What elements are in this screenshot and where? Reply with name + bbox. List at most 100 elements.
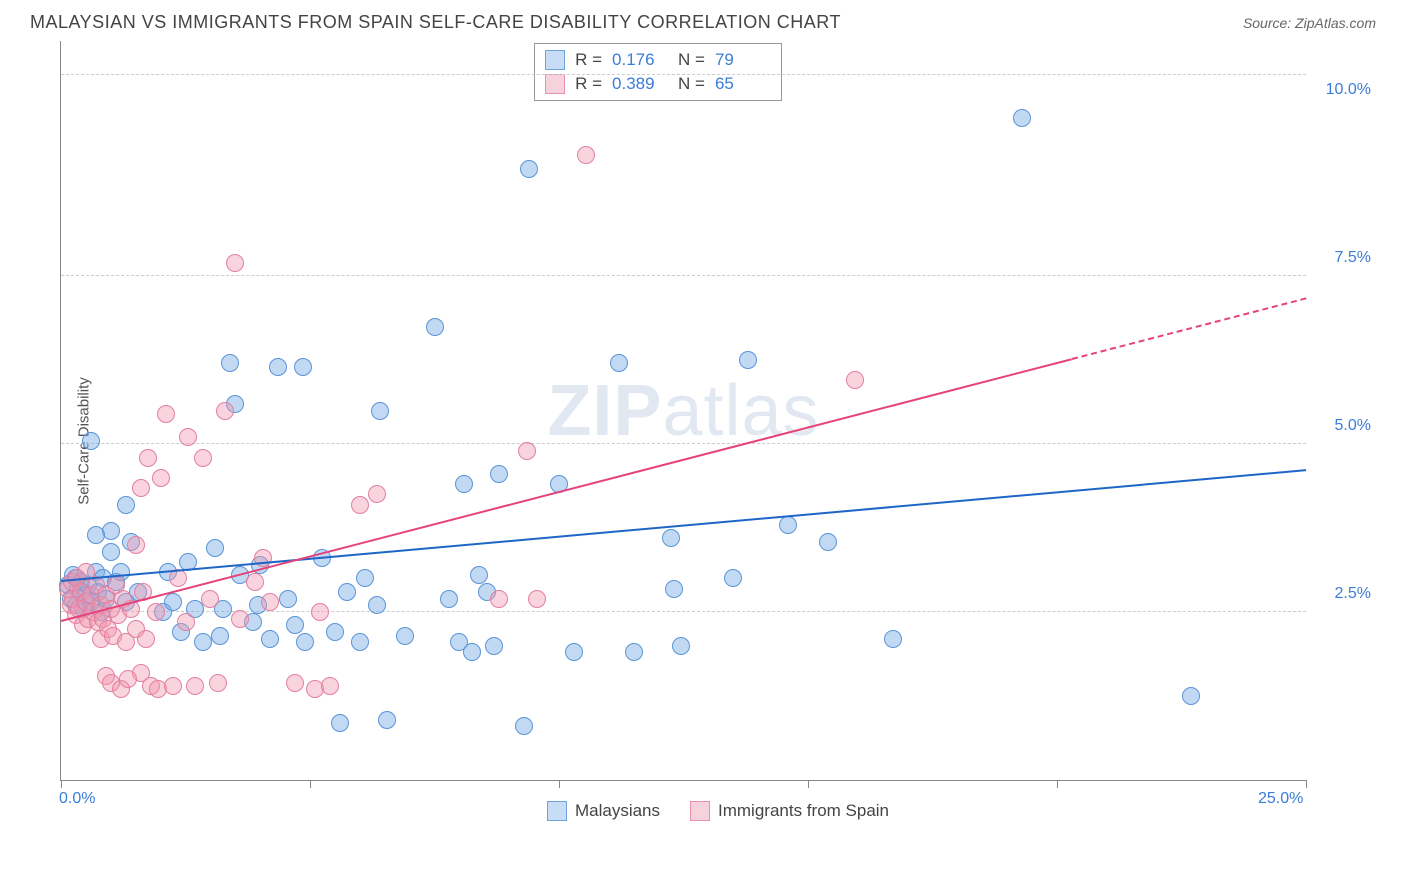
data-point-malaysians (470, 566, 488, 584)
data-point-malaysians (164, 593, 182, 611)
legend-bottom: Malaysians Immigrants from Spain (60, 801, 1376, 821)
swatch-malaysians (545, 50, 565, 70)
y-tick-label: 2.5% (1335, 585, 1371, 603)
trend-line (61, 469, 1306, 582)
x-tick (1057, 780, 1058, 788)
data-point-malaysians (520, 160, 538, 178)
data-point-malaysians (490, 465, 508, 483)
data-point-malaysians (819, 533, 837, 551)
stat-r-value: 0.176 (612, 50, 668, 70)
trend-line (1072, 298, 1307, 361)
data-point-spain (231, 610, 249, 628)
data-point-malaysians (279, 590, 297, 608)
gridline-h (61, 443, 1306, 444)
swatch-spain (690, 801, 710, 821)
chart-container: Self-Care Disability ZIPatlas R =0.176N … (60, 41, 1376, 841)
swatch-malaysians (547, 801, 567, 821)
data-point-malaysians (294, 358, 312, 376)
data-point-malaysians (565, 643, 583, 661)
data-point-malaysians (87, 526, 105, 544)
data-point-malaysians (331, 714, 349, 732)
data-point-spain (179, 428, 197, 446)
stat-n-label: N = (678, 50, 705, 70)
data-point-malaysians (351, 633, 369, 651)
data-point-malaysians (371, 402, 389, 420)
trend-line (61, 358, 1072, 622)
swatch-spain (545, 74, 565, 94)
legend-item-spain: Immigrants from Spain (690, 801, 889, 821)
data-point-spain (132, 479, 150, 497)
data-point-malaysians (724, 569, 742, 587)
data-point-malaysians (1182, 687, 1200, 705)
data-point-malaysians (368, 596, 386, 614)
data-point-malaysians (378, 711, 396, 729)
data-point-malaysians (261, 630, 279, 648)
data-point-malaysians (1013, 109, 1031, 127)
data-point-spain (311, 603, 329, 621)
data-point-malaysians (286, 616, 304, 634)
data-point-malaysians (739, 351, 757, 369)
x-tick (808, 780, 809, 788)
data-point-spain (127, 536, 145, 554)
legend-label: Malaysians (575, 801, 660, 821)
data-point-spain (139, 449, 157, 467)
data-point-malaysians (206, 539, 224, 557)
gridline-h (61, 611, 1306, 612)
data-point-malaysians (356, 569, 374, 587)
data-point-malaysians (515, 717, 533, 735)
stat-r-label: R = (575, 74, 602, 94)
data-point-malaysians (665, 580, 683, 598)
x-tick (559, 780, 560, 788)
gridline-h (61, 275, 1306, 276)
data-point-malaysians (426, 318, 444, 336)
watermark: ZIPatlas (547, 370, 819, 452)
data-point-spain (157, 405, 175, 423)
data-point-spain (209, 674, 227, 692)
data-point-spain (518, 442, 536, 460)
data-point-malaysians (455, 475, 473, 493)
y-tick-label: 10.0% (1326, 81, 1371, 99)
data-point-spain (368, 485, 386, 503)
x-tick (1306, 780, 1307, 788)
y-tick-label: 5.0% (1335, 417, 1371, 435)
data-point-malaysians (440, 590, 458, 608)
data-point-spain (351, 496, 369, 514)
data-point-spain (194, 449, 212, 467)
data-point-malaysians (779, 516, 797, 534)
stats-row-spain: R = 0.389 N = 65 (545, 72, 771, 96)
data-point-spain (119, 670, 137, 688)
data-point-spain (201, 590, 219, 608)
data-point-spain (137, 630, 155, 648)
data-point-spain (528, 590, 546, 608)
data-point-malaysians (82, 432, 100, 450)
stat-n-value: 65 (715, 74, 771, 94)
y-tick-label: 7.5% (1335, 249, 1371, 267)
data-point-malaysians (884, 630, 902, 648)
source-label: Source: ZipAtlas.com (1243, 15, 1376, 31)
data-point-malaysians (269, 358, 287, 376)
stats-row-malaysians: R =0.176N =79 (545, 48, 771, 72)
data-point-spain (152, 469, 170, 487)
data-point-spain (261, 593, 279, 611)
data-point-spain (216, 402, 234, 420)
legend-label: Immigrants from Spain (718, 801, 889, 821)
data-point-malaysians (662, 529, 680, 547)
data-point-spain (169, 569, 187, 587)
data-point-spain (286, 674, 304, 692)
stat-r-value: 0.389 (612, 74, 668, 94)
x-tick (61, 780, 62, 788)
data-point-spain (577, 146, 595, 164)
data-point-spain (490, 590, 508, 608)
data-point-malaysians (625, 643, 643, 661)
x-tick (310, 780, 311, 788)
data-point-spain (254, 549, 272, 567)
data-point-malaysians (326, 623, 344, 641)
data-point-malaysians (221, 354, 239, 372)
data-point-malaysians (396, 627, 414, 645)
data-point-spain (846, 371, 864, 389)
data-point-malaysians (211, 627, 229, 645)
data-point-spain (164, 677, 182, 695)
data-point-malaysians (672, 637, 690, 655)
stat-n-label: N = (678, 74, 705, 94)
data-point-spain (321, 677, 339, 695)
